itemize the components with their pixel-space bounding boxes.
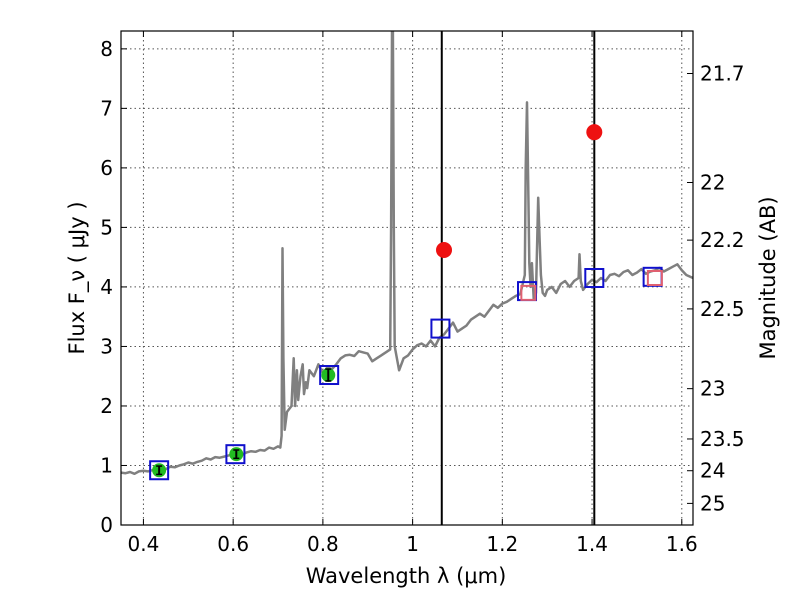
square-marker [584,268,605,288]
data-point [586,124,603,141]
spectrum-line [121,31,693,476]
y2-tick-label: 22.2 [700,228,745,252]
square-marker [225,444,246,465]
x-tick-label: 1 [406,532,419,556]
plot-frame [120,30,694,526]
y2-tick-label: 25 [700,491,725,515]
x-tick-label: 1.2 [486,532,518,556]
y-tick-label: 8 [100,37,113,61]
x-tick-label: 1.4 [576,532,608,556]
y-tick-label: 3 [100,334,113,358]
x-tick-label: 0.4 [128,532,160,556]
square-marker [319,365,340,386]
data-point [436,242,453,259]
y2-tick-label: 21.7 [700,62,745,86]
vertical-lines [440,31,596,525]
y-ticks: 0 1 2 3 4 5 6 7 8 [100,37,127,537]
square-marker [646,270,663,286]
x-tick-label: 0.8 [307,532,339,556]
y-tick-label: 5 [100,215,113,239]
square-marker [149,460,170,481]
y-tick-label: 6 [100,156,113,180]
photometry-markers [149,124,663,481]
y2-tick-label: 22.5 [700,297,745,321]
y2-tick-label: 24 [700,459,725,483]
y2-ticks: 21.7 22 22.2 22.5 23 23.5 24 25 [687,62,745,515]
y2-tick-label: 22 [700,171,725,195]
y-tick-label: 7 [100,96,113,120]
y2-axis-label: Magnitude (AB) [756,196,780,359]
square-marker [430,318,451,339]
y2-tick-label: 23 [700,377,725,401]
square-marker [520,284,537,301]
spectrum [121,31,693,476]
x-tick-label: 1.6 [666,532,698,556]
y-axis-label: Flux F_ν ( μJy ) [65,201,90,354]
x-tick-label: 0.6 [217,532,249,556]
y-tick-label: 4 [100,275,113,299]
grid [121,31,693,525]
x-ticks: 0.4 0.6 0.8 1 1.2 1.4 1.6 [128,31,698,556]
y2-tick-label: 23.5 [700,427,745,451]
x-axis-label: Wavelength λ (μm) [306,564,507,588]
y-tick-label: 2 [100,394,113,418]
y-tick-label: 0 [100,513,113,537]
y-tick-label: 1 [100,453,113,477]
